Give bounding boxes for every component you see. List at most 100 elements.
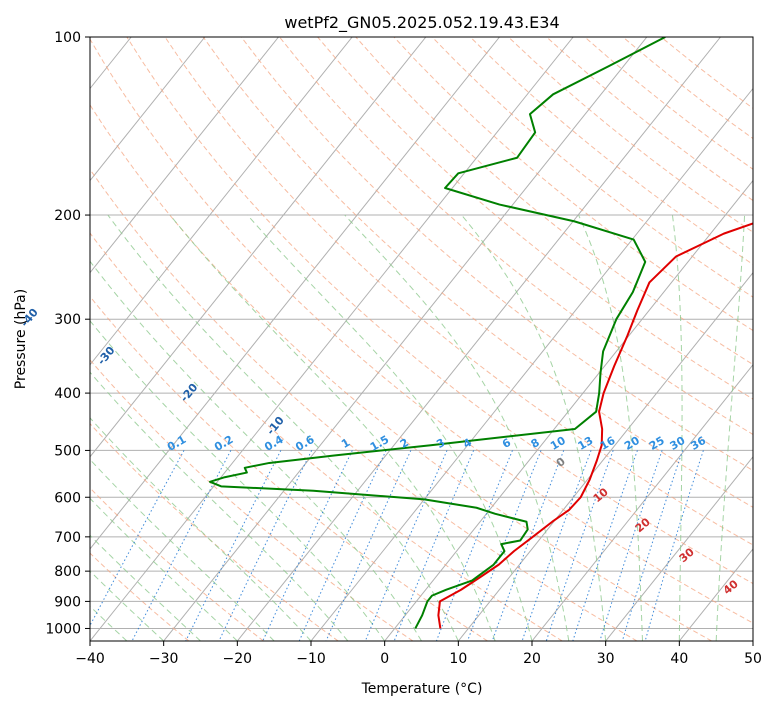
mixing-ratio-line (572, 450, 638, 641)
dry-adiabat-label: -30 (95, 344, 118, 368)
moist-adiabat (169, 214, 496, 641)
moist-adiabat (90, 497, 238, 641)
moist-adiabat (715, 215, 746, 641)
moist-adiabat-label: 0 (554, 455, 568, 470)
mixing-ratio-line (325, 450, 412, 641)
mixing-ratio-line (364, 450, 448, 641)
mixing-ratio-line (491, 450, 565, 641)
dry-adiabat (90, 359, 414, 641)
y-tick-label: 700 (54, 530, 81, 546)
dry-adiabat (90, 38, 753, 624)
mixing-ratio-label: 4 (461, 436, 474, 451)
moist-adiabat (90, 570, 165, 641)
temperature-trace (437, 222, 753, 629)
plot-frame (89, 36, 754, 642)
dry-adiabat (90, 168, 638, 641)
mixing-ratio-line (298, 450, 387, 641)
isotherm-gridline (90, 37, 353, 366)
dry-adiabat (279, 37, 753, 436)
mixing-ratio-line (545, 450, 614, 641)
x-tick-label: 20 (523, 651, 541, 667)
moist-adiabat (344, 214, 570, 641)
moist-adiabat (90, 458, 275, 641)
y-axis-title: Pressure (hPa) (13, 289, 29, 389)
dry-adiabat (431, 37, 753, 298)
mixing-ratio-label: 1 (339, 436, 352, 451)
dry-adiabat (240, 37, 753, 472)
dry-adiabat (546, 37, 753, 202)
dry-adiabat (202, 37, 753, 508)
chart-title: wetPf2_GN05.2025.052.19.43.E34 (284, 13, 559, 33)
y-tick-label: 200 (54, 208, 81, 224)
moist-adiabat (671, 214, 683, 641)
mixing-ratio-line (262, 450, 353, 641)
y-tick-label: 600 (54, 490, 81, 506)
mixing-ratio-line (644, 450, 704, 641)
x-tick-label: 40 (670, 651, 688, 667)
dry-adiabat (90, 422, 339, 641)
y-tick-label: 900 (54, 594, 81, 610)
isotherm-gridline (236, 37, 721, 641)
dry-adiabat (355, 37, 753, 366)
moist-adiabat-label: 20 (633, 515, 653, 535)
dry-adiabat (90, 104, 712, 641)
y-tick-label: 500 (54, 443, 81, 459)
isotherm-gridline (90, 37, 427, 458)
dry-adiabat (317, 37, 753, 400)
isotherm-gridline (457, 271, 753, 641)
isotherm-gridline (531, 363, 753, 641)
moist-adiabat (90, 371, 349, 641)
x-tick-label: −20 (223, 651, 253, 667)
mixing-ratio-line (521, 450, 592, 641)
moist-adiabat (247, 214, 533, 641)
dry-adiabat-label: -20 (178, 381, 201, 405)
dry-adiabat (90, 295, 488, 641)
x-tick-label: 0 (380, 651, 389, 667)
mixing-ratio-line (599, 450, 663, 641)
isotherm-gridline (605, 456, 753, 641)
y-tick-label: 300 (54, 312, 81, 328)
mixing-ratio-line (90, 450, 185, 627)
moist-adiabat (90, 320, 386, 641)
isotherm-gridline (310, 87, 753, 641)
dry-adiabat (90, 552, 190, 641)
mixing-ratio-line (131, 450, 232, 641)
isotherm-gridline (90, 37, 279, 274)
moist-adiabat (578, 214, 643, 641)
dewpoint-trace (208, 37, 666, 629)
x-tick-label: 30 (597, 651, 615, 667)
moist-adiabat (461, 214, 607, 641)
moist-adiabat (90, 534, 201, 641)
mixing-ratio-line (185, 450, 282, 641)
moist-adiabat (107, 214, 459, 641)
y-tick-label: 100 (54, 30, 81, 46)
y-tick-label: 1000 (45, 621, 81, 637)
x-axis-title: Temperature (°C) (361, 681, 483, 697)
isotherm-gridline (752, 640, 753, 641)
mixing-ratio-line (435, 450, 513, 641)
mixing-ratio-line (621, 450, 684, 641)
x-tick-label: −30 (149, 651, 179, 667)
y-tick-label: 400 (54, 386, 81, 402)
mixing-ratio-label: 6 (500, 436, 513, 451)
mixing-ratio-label: 8 (529, 436, 542, 451)
x-tick-label: −10 (296, 651, 326, 667)
mixing-ratio-line (393, 450, 475, 641)
y-tick-label: 800 (54, 564, 81, 580)
x-tick-label: 50 (744, 651, 762, 667)
mixing-ratio-line (218, 450, 313, 641)
moist-adiabat (90, 417, 312, 641)
isotherm-gridline (678, 548, 753, 641)
mixing-ratio-line (467, 450, 542, 641)
moist-adiabat-label: 40 (721, 577, 741, 597)
isotherm-gridline (90, 37, 500, 550)
isotherm-gridline (90, 37, 206, 182)
x-tick-label: 10 (449, 651, 467, 667)
moist-adiabat (90, 260, 422, 641)
isotherm-gridline (384, 179, 753, 641)
x-tick-label: −40 (75, 651, 105, 667)
dry-adiabat (584, 37, 753, 170)
dry-adiabat (164, 37, 753, 546)
dry-adiabat (508, 37, 753, 233)
